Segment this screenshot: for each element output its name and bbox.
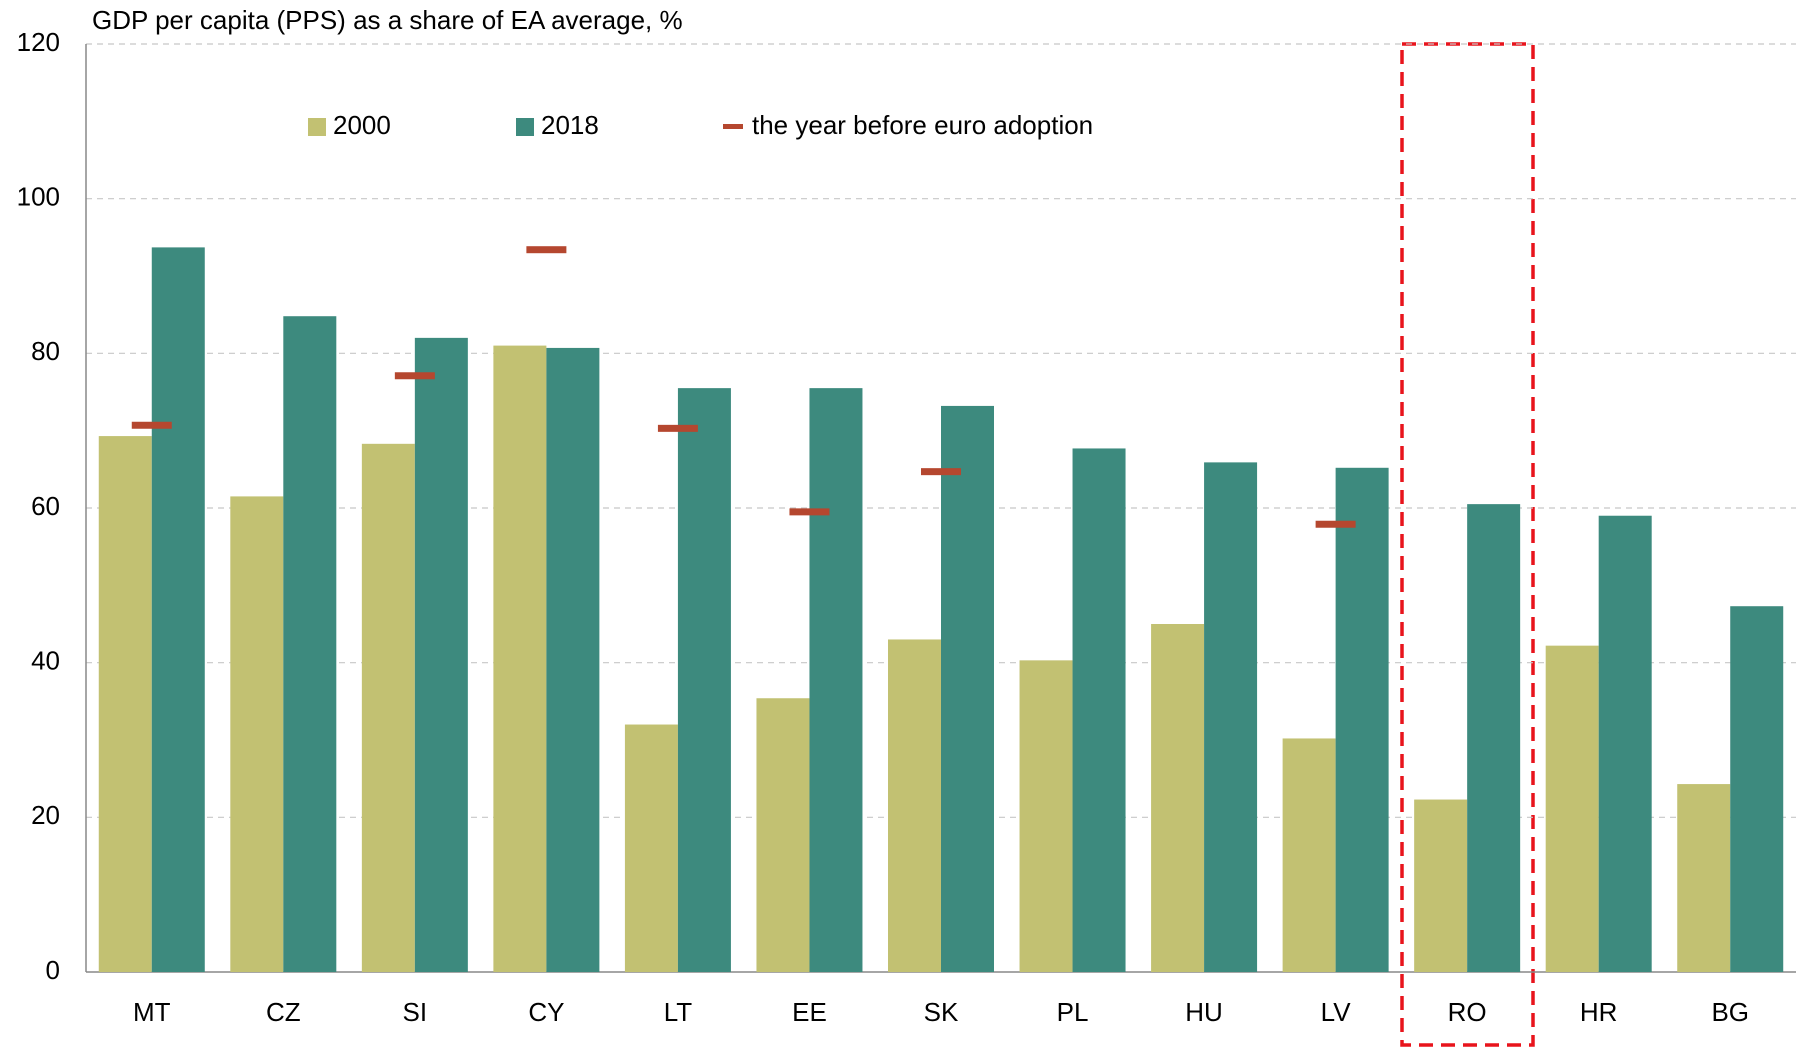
bar: [1151, 624, 1205, 972]
bar: [283, 316, 337, 972]
bar: [941, 405, 994, 972]
x-tick-label: MT: [133, 997, 171, 1027]
euro-marker: [921, 468, 961, 476]
bar: [361, 443, 415, 972]
chart-title: GDP per capita (PPS) as a share of EA av…: [92, 5, 683, 35]
bar: [414, 337, 468, 972]
y-tick-label: 0: [46, 955, 60, 985]
legend-swatch: [516, 118, 534, 136]
x-tick-label: HR: [1580, 997, 1618, 1027]
x-tick-label: EE: [792, 997, 827, 1027]
legend-swatch: [308, 118, 326, 136]
bar: [493, 345, 547, 973]
bar: [546, 347, 600, 972]
y-tick-label: 80: [31, 336, 60, 366]
x-tick-label: BG: [1711, 997, 1749, 1027]
bar: [624, 724, 678, 972]
euro-marker: [789, 508, 830, 516]
bar: [677, 388, 731, 973]
euro-marker: [526, 246, 567, 254]
legend-label: 2000: [333, 110, 391, 140]
x-tick-label: LT: [664, 997, 693, 1027]
bar: [1598, 515, 1652, 972]
bar: [1019, 660, 1073, 972]
y-tick-label: 20: [31, 800, 60, 830]
bar: [1335, 467, 1389, 972]
bar: [98, 436, 152, 973]
x-tick-label: SK: [924, 997, 959, 1027]
bar: [1072, 448, 1126, 972]
legend-label: the year before euro adoption: [752, 110, 1093, 140]
x-tick-label: CY: [528, 997, 564, 1027]
x-tick-label: CZ: [266, 997, 301, 1027]
euro-marker: [131, 421, 172, 429]
x-tick-label: LV: [1321, 997, 1352, 1027]
bar: [230, 496, 284, 972]
bar: [151, 247, 205, 973]
bar: [1282, 738, 1336, 972]
bar: [1204, 462, 1258, 972]
y-tick-label: 100: [17, 182, 60, 212]
legend-swatch: [723, 124, 743, 129]
euro-marker: [657, 424, 698, 432]
euro-marker: [394, 372, 435, 380]
bar: [1677, 784, 1731, 972]
legend-label: 2018: [541, 110, 599, 140]
y-tick-label: 120: [17, 27, 60, 57]
y-tick-label: 60: [31, 491, 60, 521]
bar: [1467, 504, 1521, 972]
x-tick-label: SI: [403, 997, 428, 1027]
bar: [1414, 799, 1468, 972]
bar: [888, 639, 941, 972]
x-tick-label: PL: [1057, 997, 1089, 1027]
x-tick-label: HU: [1185, 997, 1223, 1027]
bar: [1730, 606, 1784, 972]
bar: [756, 698, 810, 972]
highlight-box: [1400, 42, 1535, 1047]
euro-marker: [1315, 520, 1356, 528]
bar: [1545, 645, 1599, 972]
bar: [809, 388, 863, 973]
x-tick-label: RO: [1448, 997, 1487, 1027]
y-tick-label: 40: [31, 646, 60, 676]
